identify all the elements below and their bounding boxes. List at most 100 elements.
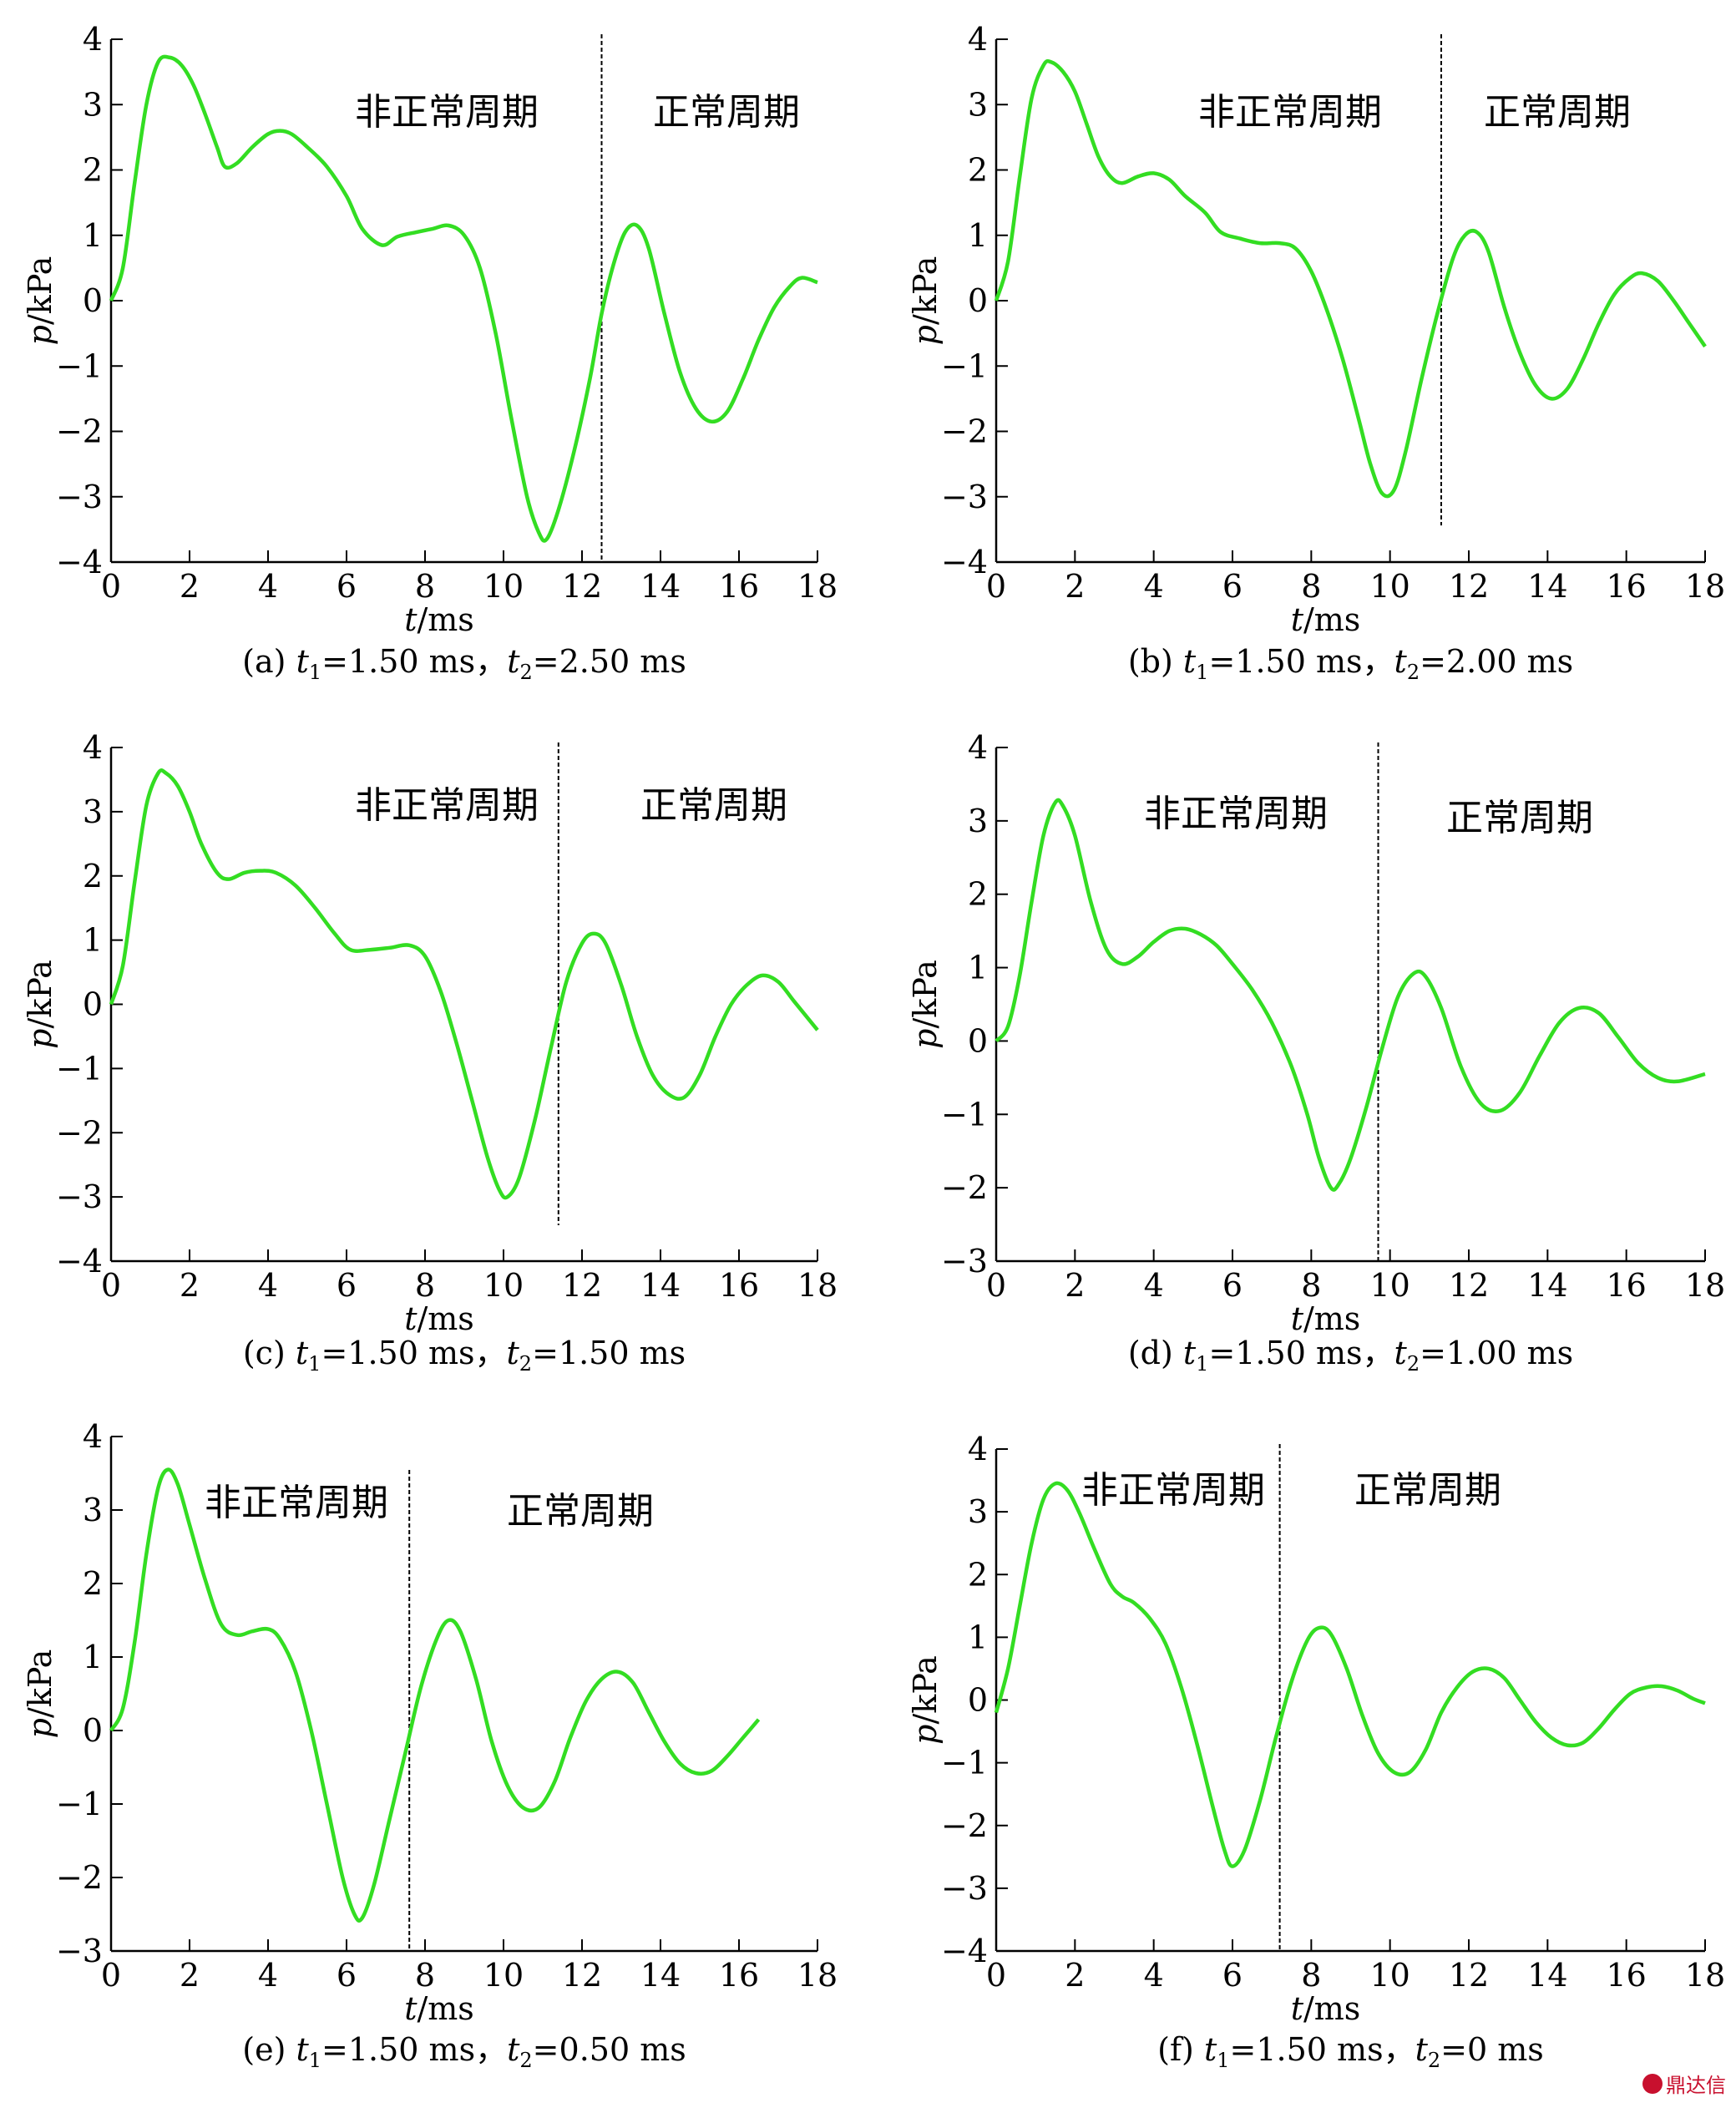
- normal-period-label: 正常周期: [653, 91, 800, 134]
- x-tick-label: 0: [986, 568, 1006, 605]
- y-tick-label: −3: [941, 1870, 988, 1907]
- x-tick-label: 10: [1369, 1267, 1410, 1304]
- y-tick-label: −4: [941, 544, 988, 580]
- x-tick-label: 2: [1065, 568, 1085, 605]
- pressure-series-line: [995, 798, 1706, 1192]
- y-axis-label: p/kPa: [907, 1655, 944, 1745]
- y-axis-label: p/kPa: [22, 960, 58, 1049]
- x-tick-label: 2: [180, 568, 200, 605]
- x-tick-label: 12: [1449, 568, 1489, 605]
- y-tick-label: 1: [968, 1619, 988, 1655]
- y-tick-label: 1: [968, 950, 988, 986]
- x-tick-label: 16: [719, 1267, 759, 1304]
- x-tick-label: 14: [1527, 1267, 1567, 1304]
- x-tick-label: 10: [1369, 568, 1410, 605]
- panel-caption: (d) t1=1.50 ms，t2=1.00 ms: [1128, 1335, 1573, 1376]
- y-tick-label: −2: [941, 413, 988, 450]
- x-axis-label: t/ms: [404, 1990, 474, 2027]
- chart-panel-e: 0 2 4 6 8 10 12 14 16 18−3−2−101234p/kPat/ms非正常周期…: [22, 1418, 838, 2072]
- y-tick-label: 1: [83, 922, 103, 959]
- normal-period-label: 正常周期: [640, 784, 787, 827]
- x-tick-label: 2: [1065, 1957, 1085, 1994]
- y-tick-label: 4: [83, 729, 103, 766]
- y-tick-label: −1: [56, 1786, 103, 1822]
- y-tick-label: 3: [968, 803, 988, 839]
- y-tick-label: 2: [83, 152, 103, 189]
- x-tick-label: 6: [1222, 568, 1243, 605]
- x-tick-label: 16: [1606, 1957, 1646, 1994]
- x-tick-label: 8: [1301, 1267, 1321, 1304]
- panel-caption: (f) t1=1.50 ms，t2=0 ms: [1157, 2031, 1544, 2072]
- x-axis-label: t/ms: [1291, 601, 1361, 638]
- watermark: 鼎达信: [1642, 2069, 1726, 2098]
- x-tick-label: 16: [1606, 568, 1646, 605]
- x-axis-label: t/ms: [1291, 1990, 1361, 2027]
- y-tick-label: 1: [83, 1639, 103, 1675]
- x-tick-label: 0: [101, 568, 121, 605]
- panel-caption: (c) t1=1.50 ms，t2=1.50 ms: [243, 1335, 686, 1376]
- x-tick-label: 14: [1527, 1957, 1567, 1994]
- y-tick-label: −1: [941, 1745, 988, 1781]
- x-tick-label: 10: [483, 1267, 524, 1304]
- panel-caption: (e) t1=1.50 ms，t2=0.50 ms: [242, 2031, 686, 2072]
- normal-period-label: 正常周期: [1446, 797, 1593, 839]
- x-tick-label: 14: [640, 1957, 681, 1994]
- x-tick-label: 10: [483, 568, 524, 605]
- y-tick-label: −4: [941, 1933, 988, 1969]
- x-tick-label: 0: [101, 1957, 121, 1994]
- x-tick-label: 14: [640, 1267, 681, 1304]
- x-tick-label: 14: [640, 568, 681, 605]
- y-tick-label: 4: [968, 21, 988, 58]
- y-tick-label: −3: [56, 1933, 103, 1969]
- abnormal-period-label: 非正常周期: [1198, 91, 1382, 134]
- x-axis-label: t/ms: [404, 601, 474, 638]
- x-axis-label: t/ms: [1291, 1300, 1361, 1337]
- x-tick-label: 18: [1685, 568, 1725, 605]
- x-tick-label: 18: [797, 568, 838, 605]
- x-tick-label: 16: [719, 1957, 759, 1994]
- y-tick-label: 3: [83, 86, 103, 123]
- x-tick-label: 8: [415, 1957, 435, 1994]
- abnormal-period-label: 非正常周期: [1144, 793, 1328, 835]
- x-tick-label: 12: [1449, 1957, 1489, 1994]
- y-axis-label: p/kPa: [907, 256, 944, 346]
- normal-period-label: 正常周期: [1354, 1469, 1501, 1512]
- x-tick-label: 16: [719, 568, 759, 605]
- x-tick-label: 6: [337, 1267, 357, 1304]
- y-tick-label: −2: [56, 413, 103, 450]
- y-tick-label: 4: [83, 21, 103, 58]
- y-axis-label: p/kPa: [22, 1649, 58, 1739]
- x-tick-label: 8: [415, 568, 435, 605]
- y-axis-label: p/kPa: [22, 256, 58, 346]
- y-tick-label: 2: [968, 1556, 988, 1593]
- x-tick-label: 12: [562, 1267, 602, 1304]
- y-tick-label: 0: [83, 282, 103, 319]
- x-tick-label: 10: [483, 1957, 524, 1994]
- x-tick-label: 12: [1449, 1267, 1489, 1304]
- y-tick-label: −2: [941, 1169, 988, 1206]
- pressure-series-line: [994, 58, 1707, 499]
- x-tick-label: 18: [797, 1957, 838, 1994]
- y-tick-label: −1: [56, 1050, 103, 1087]
- y-tick-label: −1: [941, 347, 988, 384]
- abnormal-period-label: 非正常周期: [355, 784, 539, 827]
- x-tick-label: 2: [180, 1267, 200, 1304]
- x-tick-label: 6: [1222, 1957, 1243, 1994]
- abnormal-period-label: 非正常周期: [355, 91, 539, 134]
- x-tick-label: 4: [1144, 568, 1164, 605]
- y-tick-label: 0: [83, 1712, 103, 1749]
- chart-panel-b: 0 2 4 6 8 10 12 14 16 18−4−3−2−101234p/kPat/ms非正常…: [907, 21, 1725, 684]
- y-tick-label: −1: [56, 347, 103, 384]
- y-tick-label: 1: [83, 217, 103, 254]
- watermark-logo-icon: [1642, 2073, 1663, 2094]
- y-tick-label: −3: [56, 1178, 103, 1215]
- y-tick-label: 2: [968, 152, 988, 189]
- chart-panel-f: 0 2 4 6 8 10 12 14 16 18−4−3−2−101234p/kPat/ms非正常…: [907, 1431, 1725, 2072]
- x-tick-label: 6: [1222, 1267, 1243, 1304]
- y-tick-label: −3: [56, 479, 103, 515]
- y-tick-label: 0: [968, 1682, 988, 1719]
- x-tick-label: 6: [337, 568, 357, 605]
- normal-period-label: 正常周期: [507, 1490, 654, 1533]
- x-tick-label: 8: [1301, 1957, 1321, 1994]
